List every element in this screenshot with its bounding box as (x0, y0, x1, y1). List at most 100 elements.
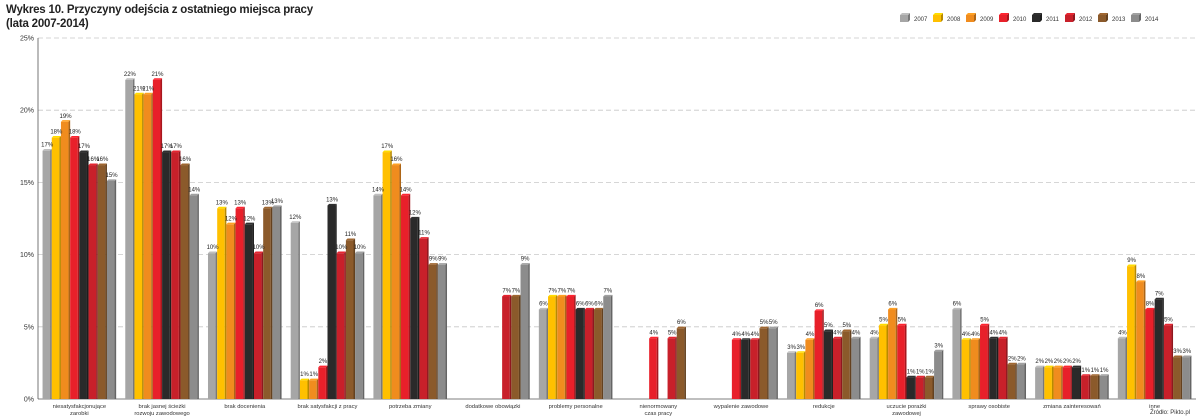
legend-layer: 2007 2008 2009 2010 2011 2012 2013 2014 (900, 13, 1159, 23)
bar-2011 (989, 336, 999, 399)
legend-label: 2011 (1046, 17, 1060, 23)
bar-face (235, 208, 244, 399)
legend-swatch-side (1073, 13, 1075, 22)
legend-swatch (1098, 15, 1106, 22)
legend-label: 2008 (947, 17, 961, 23)
data-label: 2% (1063, 359, 1072, 365)
bar-side (325, 365, 328, 399)
data-label: 5% (760, 320, 769, 326)
bar-2012 (1163, 323, 1174, 399)
category-label: brak docenienia (224, 404, 266, 410)
bar-2011 (79, 150, 89, 399)
bar-2010 (318, 365, 328, 399)
bar-side (178, 150, 181, 399)
bar-side (1042, 365, 1045, 399)
bar-2007 (1035, 365, 1045, 399)
data-label: 4% (833, 330, 842, 336)
bar-side (1162, 297, 1164, 399)
bar-side (757, 338, 760, 399)
bar-2013 (676, 326, 686, 399)
category-label: sprawy osobiste (968, 404, 1010, 410)
legend-swatch (1032, 15, 1040, 22)
data-label: 5% (1164, 317, 1173, 323)
legend-swatch-top (933, 13, 943, 15)
data-label: 4% (732, 332, 741, 338)
bar-2009 (1053, 365, 1063, 399)
data-label: 17% (161, 144, 174, 150)
bar-2008 (299, 378, 310, 399)
category-label: potrzeba zmiany (389, 404, 432, 410)
bar-face (1154, 299, 1163, 399)
legend-label: 2013 (1112, 17, 1126, 23)
data-label: 6% (539, 301, 548, 307)
bar-side (1097, 374, 1100, 399)
bar-side (996, 336, 999, 399)
bar-top (869, 336, 879, 339)
bar-2009 (1136, 280, 1146, 399)
bar-top (401, 193, 411, 196)
bar-2012 (502, 294, 512, 399)
bar-side (932, 375, 935, 399)
bar-2007 (207, 251, 218, 399)
bar-2014 (1182, 355, 1192, 399)
bar-top (1090, 374, 1100, 376)
bar-top (741, 338, 751, 340)
data-label: 6% (594, 301, 603, 307)
bar-face (1044, 367, 1052, 399)
bar-face (244, 224, 253, 399)
bar-top (97, 163, 107, 166)
bar-2010 (566, 294, 576, 399)
bar-face (952, 309, 961, 399)
bar-face (79, 152, 87, 399)
bar-side (399, 163, 402, 399)
bar-2011 (1071, 365, 1082, 399)
legend-swatch (933, 15, 941, 22)
bar-2011 (1154, 297, 1164, 399)
legend-item-2014: 2014 (1131, 13, 1159, 23)
data-label: 10% (354, 245, 367, 251)
bar-face (584, 309, 593, 399)
legend-swatch-top (1032, 13, 1042, 15)
bar-top (217, 206, 227, 209)
category-label: zawodowej (892, 411, 921, 417)
data-label: 3% (934, 343, 943, 349)
bar-side (858, 336, 861, 399)
legend-label: 2007 (914, 17, 928, 23)
bar-face (878, 325, 887, 399)
bar-side (767, 326, 769, 399)
data-label: 14% (400, 187, 413, 193)
bar-face (207, 253, 216, 399)
bar-side (224, 206, 227, 399)
bar-face (502, 296, 510, 399)
data-label: 12% (289, 215, 302, 221)
bar-side (610, 294, 613, 399)
legend-swatch-side (908, 13, 910, 22)
bar-top (189, 193, 199, 196)
data-label: 7% (512, 288, 521, 294)
bar-face (97, 165, 106, 399)
bar-top (924, 375, 935, 378)
data-label: 7% (558, 288, 567, 294)
bar-face (1090, 375, 1098, 399)
bar-2010 (649, 336, 659, 399)
bar-2009 (60, 120, 71, 399)
data-label: 5% (824, 323, 833, 329)
bar-side (1107, 374, 1109, 399)
bar-face (759, 328, 768, 399)
bar-side (1134, 264, 1137, 399)
bar-2010 (814, 309, 824, 399)
bar-2013 (97, 163, 107, 399)
bar-top (134, 92, 144, 95)
bar-face (1117, 338, 1126, 399)
bar-side (895, 307, 898, 399)
bar-2009 (805, 338, 815, 399)
data-label: 9% (429, 257, 438, 263)
data-label: 4% (999, 330, 1008, 336)
category-label: rozwoju zawodowego (134, 411, 189, 417)
bar-face (538, 309, 547, 399)
bar-face (906, 377, 915, 399)
data-label: 8% (1146, 301, 1155, 307)
bar-top (42, 149, 52, 151)
bar-top (428, 263, 438, 265)
bar-face (290, 222, 299, 399)
